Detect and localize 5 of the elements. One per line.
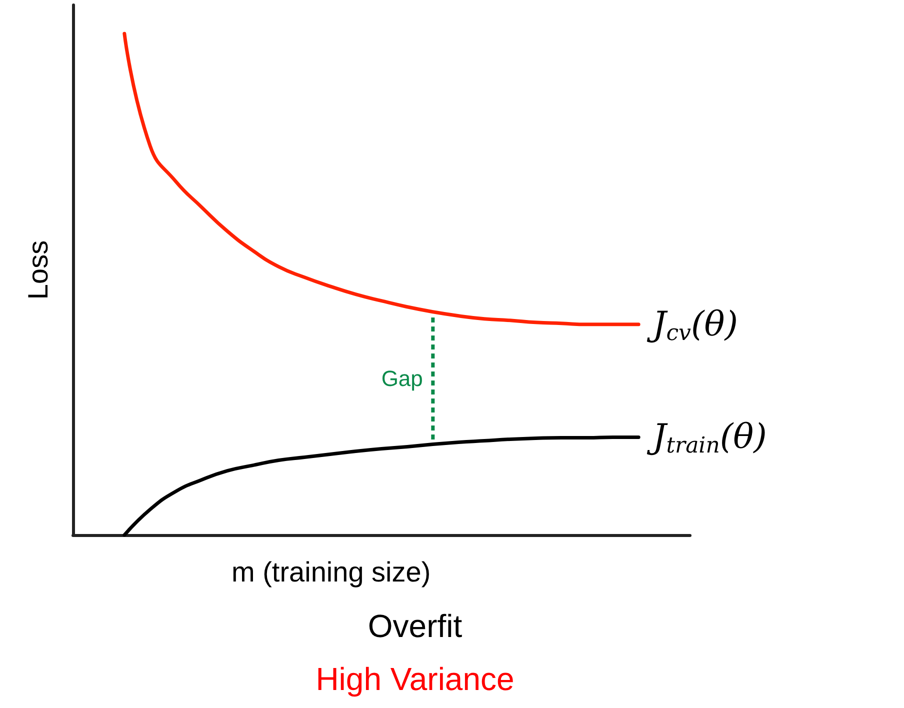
x-axis-title: m (training size) xyxy=(232,556,431,588)
text: High Variance xyxy=(316,661,514,697)
y-axis-title: Loss xyxy=(22,240,54,300)
text: Overfit xyxy=(368,608,462,644)
annotation: Gap xyxy=(381,366,423,391)
